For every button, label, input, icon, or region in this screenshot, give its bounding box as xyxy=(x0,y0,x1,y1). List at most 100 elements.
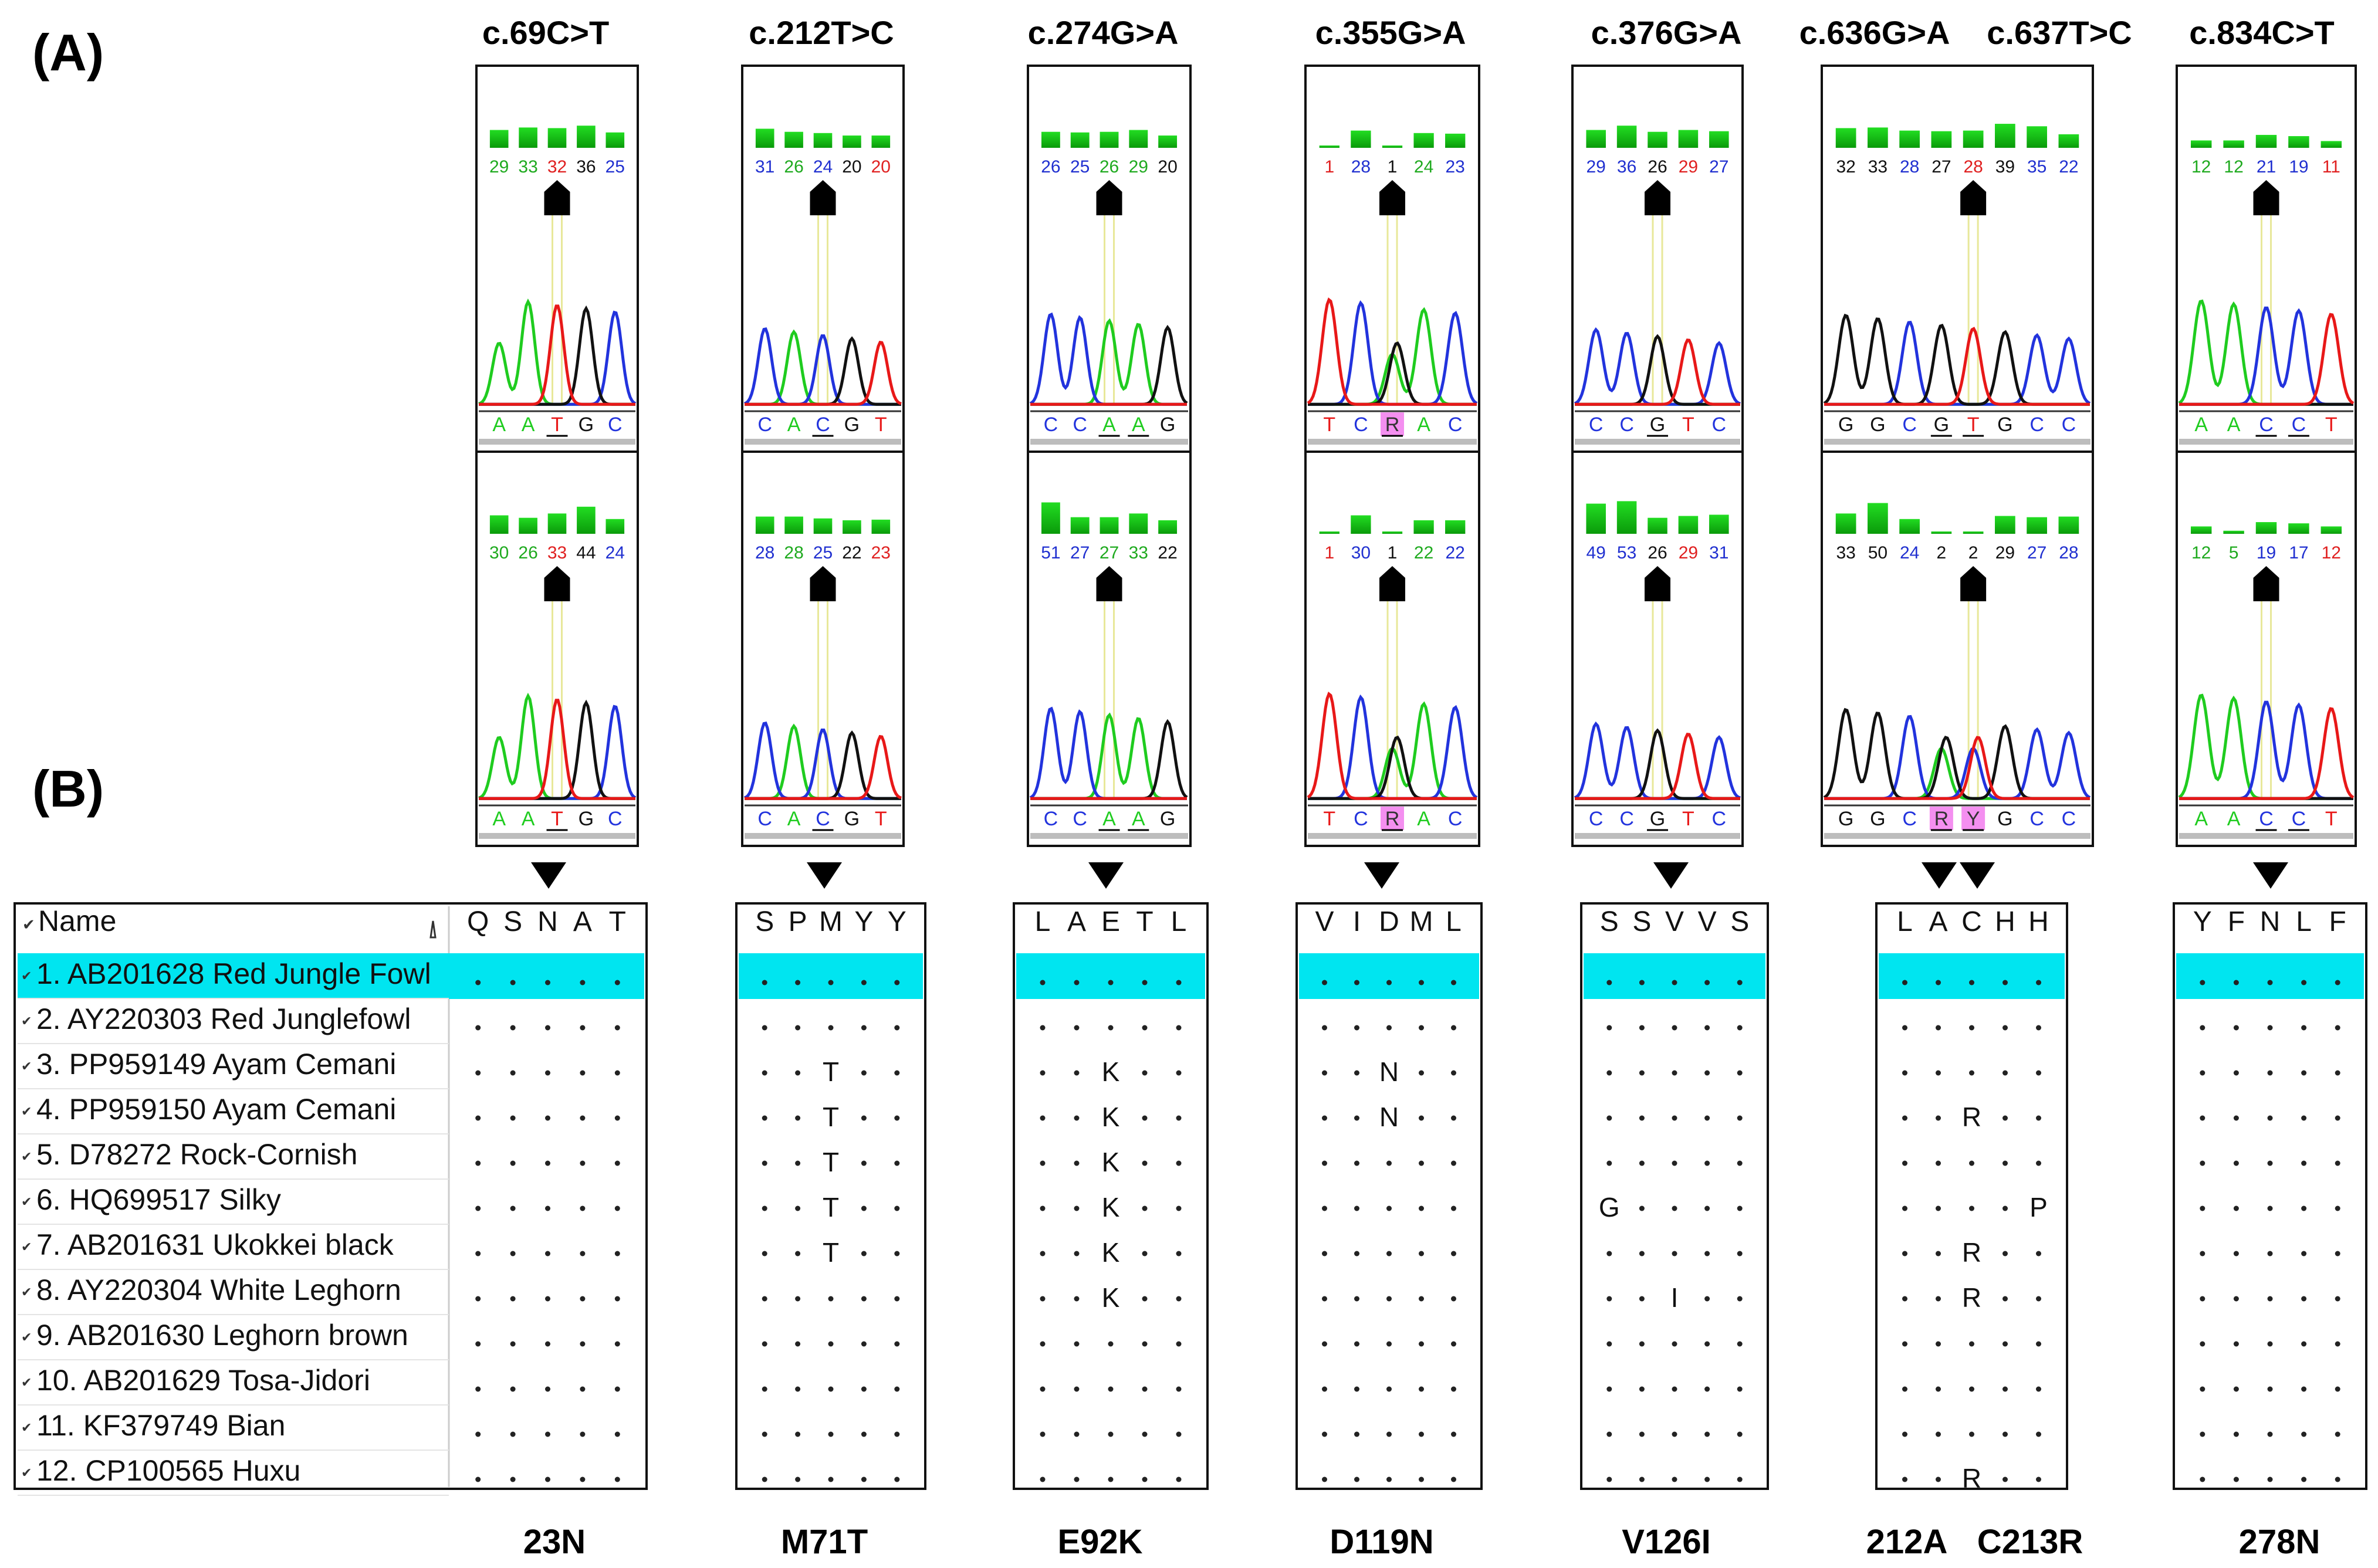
row-check[interactable]: ✔ xyxy=(21,1014,32,1028)
quality-bar xyxy=(1586,130,1606,148)
aa-change-label: V126I xyxy=(1622,1523,1711,1561)
identical-residue-dot xyxy=(762,1160,767,1166)
identical-residue-dot xyxy=(1737,1476,1743,1482)
trace-T xyxy=(1575,733,1740,800)
quality-bar xyxy=(519,517,537,534)
base-call: R xyxy=(1385,414,1400,436)
identical-residue-dot xyxy=(1451,1296,1456,1302)
row-check[interactable]: ✔ xyxy=(21,1465,32,1480)
base-call: A xyxy=(1102,414,1116,436)
identical-residue-dot xyxy=(1902,1205,1907,1211)
sequence-ruler xyxy=(1575,439,1740,445)
variant-residue: K xyxy=(1102,1237,1120,1268)
sequence-name[interactable]: 10. AB201629 Tosa-Jidori xyxy=(36,1364,370,1397)
row-check[interactable]: ✔ xyxy=(21,1240,32,1254)
sequence-name[interactable]: 8. AY220304 White Leghorn xyxy=(36,1274,401,1306)
identical-residue-dot xyxy=(580,1070,586,1076)
position-marker xyxy=(810,566,836,601)
row-check[interactable]: ✔ xyxy=(21,1059,32,1073)
sequence-name[interactable]: 12. CP100565 Huxu xyxy=(36,1454,300,1487)
identical-residue-dot xyxy=(795,1386,801,1392)
ambiguous-base-highlight xyxy=(1961,807,1985,830)
sequence-name[interactable]: 7. AB201631 Ukokkei black xyxy=(36,1228,394,1261)
sequence-name[interactable]: 3. PP959149 Ayam Cemani xyxy=(36,1048,396,1081)
base-call: T xyxy=(1967,414,1980,436)
identical-residue-dot xyxy=(2233,1025,2239,1031)
sort-ascending-icon[interactable] xyxy=(429,920,437,939)
identical-residue-dot xyxy=(2036,1251,2041,1257)
quality-value: 29 xyxy=(1129,157,1148,177)
row-check[interactable]: ✔ xyxy=(21,1194,32,1209)
row-check[interactable]: ✔ xyxy=(21,1104,32,1119)
row-check[interactable]: ✔ xyxy=(21,1149,32,1164)
select-all-check[interactable]: ✔ xyxy=(22,916,35,933)
quality-bar xyxy=(1678,516,1699,534)
sequence-name[interactable]: 9. AB201630 Leghorn brown xyxy=(36,1319,408,1352)
row-check[interactable]: ✔ xyxy=(21,1330,32,1345)
identical-residue-dot xyxy=(1419,1386,1424,1392)
quality-value: 24 xyxy=(1900,543,1919,563)
down-arrow xyxy=(1960,862,1995,889)
identical-residue-dot xyxy=(1451,1341,1456,1347)
quality-bar xyxy=(1648,131,1667,148)
identical-residue-dot xyxy=(1419,1205,1424,1211)
base-call: A xyxy=(522,808,535,830)
sequence-name[interactable]: 1. AB201628 Red Jungle Fowl xyxy=(36,957,431,990)
identical-residue-dot xyxy=(1606,1251,1612,1257)
identical-residue-dot xyxy=(1639,1205,1645,1211)
identical-residue-dot xyxy=(1936,1431,1941,1437)
identical-residue-dot xyxy=(762,1296,767,1302)
identical-residue-dot xyxy=(2301,1070,2307,1076)
alignment-table: ✔ Name✔ 1. AB201628 Red Jungle Fowl✔ 2. AY2… xyxy=(13,902,2367,1496)
identical-residue-dot xyxy=(2301,1386,2307,1392)
identical-residue-dot xyxy=(2301,1251,2307,1257)
quality-value: 33 xyxy=(1129,543,1148,563)
quality-value: 29 xyxy=(1679,543,1698,563)
row-check[interactable]: ✔ xyxy=(21,1420,32,1435)
identical-residue-dot xyxy=(2233,1341,2239,1347)
identical-residue-dot xyxy=(580,1025,586,1031)
name-column-header[interactable]: Name xyxy=(38,905,116,937)
sequence-name[interactable]: 4. PP959150 Ayam Cemani xyxy=(36,1093,396,1126)
identical-residue-dot xyxy=(1672,1160,1677,1166)
row-check[interactable]: ✔ xyxy=(21,968,32,983)
names-panel-frame xyxy=(13,902,648,1490)
base-call: C xyxy=(1044,808,1058,830)
sequence-ruler xyxy=(2179,833,2353,839)
identical-residue-dot xyxy=(1322,1476,1327,1482)
quality-value: 29 xyxy=(1587,157,1606,177)
identical-residue-dot xyxy=(1142,1115,1148,1121)
identical-residue-dot xyxy=(2200,1205,2206,1211)
quality-bar xyxy=(2223,530,2244,534)
base-call: C xyxy=(2029,414,2044,436)
variant-residue: K xyxy=(1102,1147,1120,1177)
row-check[interactable]: ✔ xyxy=(21,1285,32,1299)
sequence-name[interactable]: 2. AY220303 Red Junglefowl xyxy=(36,1003,411,1035)
quality-bar xyxy=(1586,503,1606,534)
identical-residue-dot xyxy=(580,1251,586,1257)
identical-residue-dot xyxy=(1176,1160,1182,1166)
identical-residue-dot xyxy=(795,1115,801,1121)
quality-value: 27 xyxy=(1100,543,1119,563)
identical-residue-dot xyxy=(545,1296,550,1302)
quality-bar xyxy=(1678,130,1699,148)
sequence-name[interactable]: 5. D78272 Rock-Cornish xyxy=(36,1138,358,1171)
consensus-residue: P xyxy=(789,906,807,937)
identical-residue-dot xyxy=(861,1476,867,1482)
ambiguous-base-highlight xyxy=(1929,807,1953,830)
identical-residue-dot xyxy=(861,1205,867,1211)
sequence-name[interactable]: 11. KF379749 Bian xyxy=(36,1409,285,1442)
identical-residue-dot xyxy=(1936,980,1941,985)
chromatogram-column: 32 33 28 27 28 39 35 22G G C G T G C C33 50 24 2 2 29 27 28G G… xyxy=(1821,65,2094,847)
sequence-name[interactable]: 6. HQ699517 Silky xyxy=(36,1183,281,1216)
identical-residue-dot xyxy=(2002,1431,2008,1437)
consensus-residue: T xyxy=(609,906,626,937)
consensus-residue: A xyxy=(573,906,592,937)
row-check[interactable]: ✔ xyxy=(21,1375,32,1390)
panel-label-b: (B) xyxy=(32,760,104,818)
quality-value: 17 xyxy=(2289,543,2308,563)
identical-residue-dot xyxy=(510,980,516,985)
identical-residue-dot xyxy=(2036,1070,2041,1076)
